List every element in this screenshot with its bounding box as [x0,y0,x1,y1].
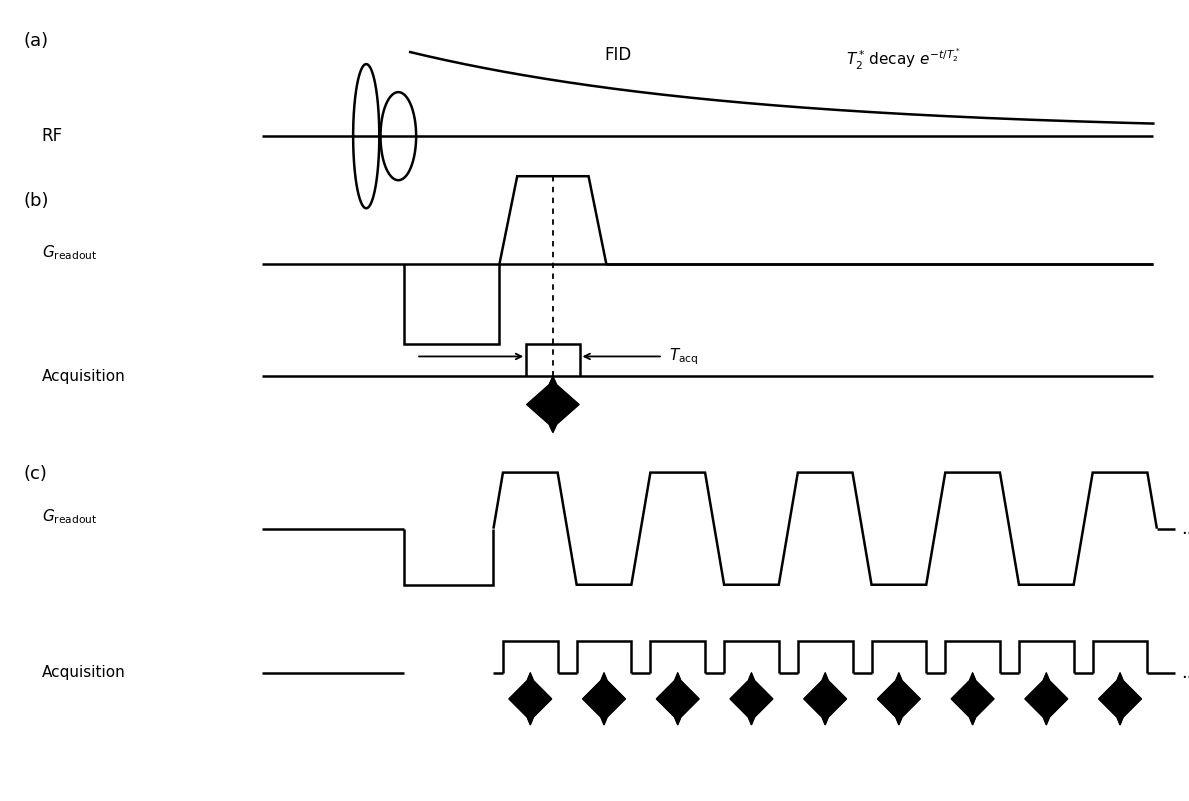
Text: $T_2^*\!$ decay $e^{-t/T_2^*}$: $T_2^*\!$ decay $e^{-t/T_2^*}$ [847,47,961,72]
Text: $G_\mathrm{readout}$: $G_\mathrm{readout}$ [42,243,97,262]
Text: Acquisition: Acquisition [42,369,125,384]
Polygon shape [1025,673,1068,725]
Text: RF: RF [42,127,63,145]
Polygon shape [1099,673,1141,725]
Text: (a): (a) [24,32,49,50]
Text: (b): (b) [24,192,49,210]
Text: ...: ... [1181,664,1189,682]
Polygon shape [656,673,699,725]
Text: FID: FID [605,46,631,64]
Text: $G_\mathrm{readout}$: $G_\mathrm{readout}$ [42,507,97,526]
Polygon shape [583,673,625,725]
Text: $T_\mathrm{acq}$: $T_\mathrm{acq}$ [668,346,698,367]
Text: ...: ... [1181,520,1189,537]
Polygon shape [804,673,847,725]
Polygon shape [730,673,773,725]
Polygon shape [527,376,579,433]
Polygon shape [877,673,920,725]
Text: Acquisition: Acquisition [42,666,125,680]
Polygon shape [951,673,994,725]
Polygon shape [509,673,552,725]
Text: (c): (c) [24,465,48,482]
